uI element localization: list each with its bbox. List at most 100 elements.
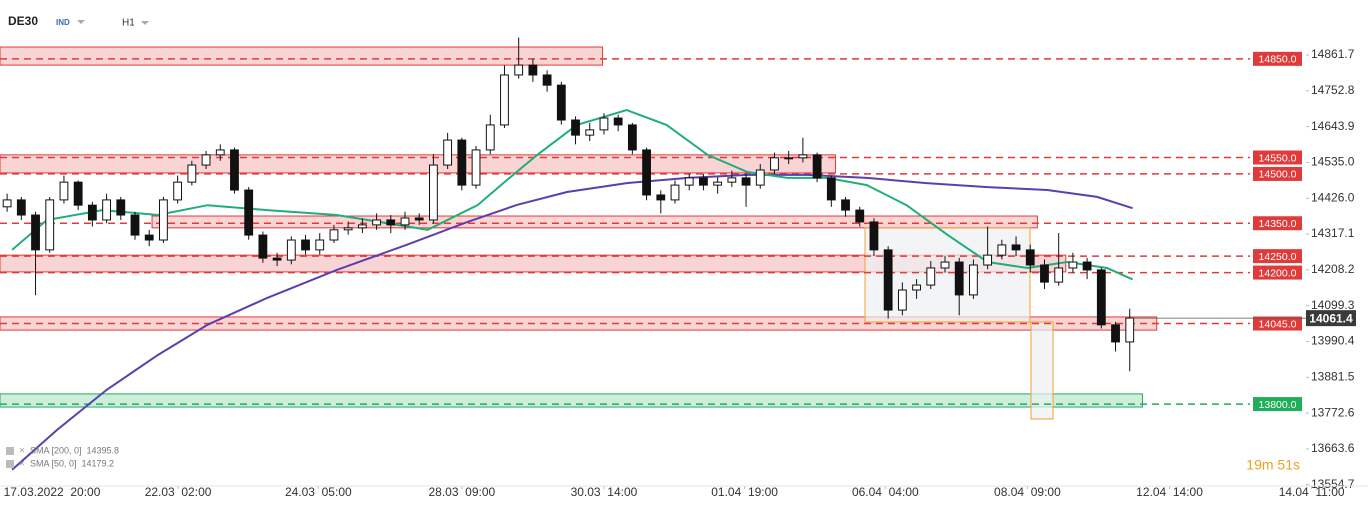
- legend-name: SMA [50, 0]: [30, 458, 77, 468]
- level-label: 14550.0: [1259, 152, 1297, 164]
- x-tick-label: 14.04 11:00: [1279, 485, 1345, 499]
- candle-body: [286, 239, 296, 261]
- level-label-box: [1253, 216, 1302, 231]
- candle-body: [102, 199, 111, 221]
- candle-body: [173, 181, 183, 201]
- candle-body: [883, 249, 893, 311]
- candle-body: [258, 234, 268, 259]
- candle-body: [87, 204, 97, 221]
- zone: [151, 215, 1038, 229]
- candle-body: [1011, 244, 1021, 251]
- candle-body: [926, 267, 936, 286]
- symbol: DE30: [8, 14, 38, 28]
- candle-body: [897, 289, 907, 311]
- zone: [0, 393, 1144, 408]
- x-tick-label: 30.03 14:00: [571, 485, 638, 499]
- candle-body: [73, 181, 83, 206]
- candle-body: [627, 124, 637, 151]
- candle-body: [684, 177, 694, 186]
- candle-body: [954, 261, 964, 296]
- candle-body: [471, 149, 481, 186]
- x-tick-label: 22.03 02:00: [145, 485, 212, 499]
- candle-body: [301, 239, 310, 251]
- legend: × SMA [200, 0] 14395.8 × SMA [50, 0] 14179.2: [6, 445, 120, 470]
- y-tick-label: 14643.9: [1311, 119, 1355, 133]
- indicator-lines: [11, 109, 1134, 471]
- level-label: 14850.0: [1259, 54, 1297, 66]
- candle-body: [869, 221, 879, 251]
- countdown: 19m 51s: [1246, 457, 1300, 473]
- zone: [0, 46, 604, 66]
- candle-body: [727, 177, 737, 183]
- candle-body: [1025, 249, 1035, 266]
- candle-body: [485, 124, 495, 151]
- candle-body: [983, 254, 993, 266]
- candle-body: [571, 119, 580, 136]
- candle-body: [912, 284, 921, 291]
- level-label: 14500.0: [1259, 169, 1297, 181]
- candle-body: [159, 199, 168, 241]
- legend-value: 14179.2: [82, 458, 115, 468]
- sma-line: [11, 109, 1134, 281]
- candle-body: [514, 64, 524, 76]
- level-label: 14200.0: [1259, 267, 1297, 279]
- y-tick-label: 13990.4: [1311, 334, 1355, 348]
- y-tick-label: 14099.3: [1311, 298, 1355, 312]
- candle-body: [613, 117, 623, 126]
- level-label-box: [1253, 150, 1302, 165]
- y-tick-label: 14752.8: [1311, 83, 1355, 97]
- candle-body: [855, 209, 865, 223]
- candle-body: [784, 157, 794, 160]
- x-tick-label: 28.03 09:00: [428, 485, 495, 499]
- candle-body: [315, 239, 325, 251]
- level-label-box: [1253, 397, 1302, 412]
- candle-body: [542, 74, 552, 86]
- x-tick-label: 08.04 09:00: [994, 485, 1061, 499]
- candle-body: [1125, 317, 1135, 343]
- legend-icon: [6, 460, 14, 468]
- candle-body: [969, 264, 978, 296]
- measure-box: [1030, 321, 1054, 420]
- candle-body: [1111, 324, 1120, 343]
- candle-body: [400, 217, 410, 226]
- candle-body: [699, 177, 708, 186]
- candle-body: [1082, 261, 1092, 271]
- candle-body: [770, 157, 779, 171]
- candle-body: [599, 117, 609, 131]
- market[interactable]: IND: [56, 18, 70, 27]
- candle-body: [500, 74, 509, 126]
- axes: 14861.7 14752.8 14643.9 14535.0 14426.0 14317…: [4, 47, 1356, 499]
- candle-body: [841, 199, 850, 211]
- candle-body: [357, 224, 367, 229]
- current-price-label: 14061.4: [1309, 311, 1353, 325]
- current-price-box: [1306, 310, 1356, 327]
- candle-body: [642, 149, 651, 196]
- candle-body: [1096, 269, 1106, 326]
- legend-close: ×: [19, 446, 25, 457]
- level-label-box: [1253, 265, 1302, 280]
- candle-body: [940, 261, 950, 269]
- candle-body: [1068, 261, 1078, 269]
- candle-body: [130, 214, 140, 236]
- x-tick-label: 12.04 14:00: [1136, 485, 1203, 499]
- candle-body: [997, 244, 1007, 256]
- dropdown-arrow[interactable]: [141, 21, 149, 25]
- candle-body: [414, 217, 424, 221]
- timeframe[interactable]: H1: [122, 18, 135, 29]
- candle-body: [144, 234, 154, 241]
- x-tick-label: 01.04 19:00: [711, 485, 778, 499]
- candle-body: [31, 214, 40, 251]
- candle-body: [713, 181, 723, 186]
- level-label-box: [1253, 51, 1302, 66]
- candles: [2, 37, 1135, 372]
- candle-body: [244, 189, 254, 236]
- legend-value: 14395.8: [87, 445, 120, 455]
- candle-body: [1054, 267, 1064, 283]
- candle-body: [443, 139, 453, 166]
- y-tick-label: 14861.7: [1311, 47, 1355, 61]
- dropdown-arrow[interactable]: [77, 20, 85, 24]
- candle-body: [798, 154, 808, 159]
- level-label: 14045.0: [1259, 318, 1297, 330]
- level-label-box: [1253, 316, 1302, 331]
